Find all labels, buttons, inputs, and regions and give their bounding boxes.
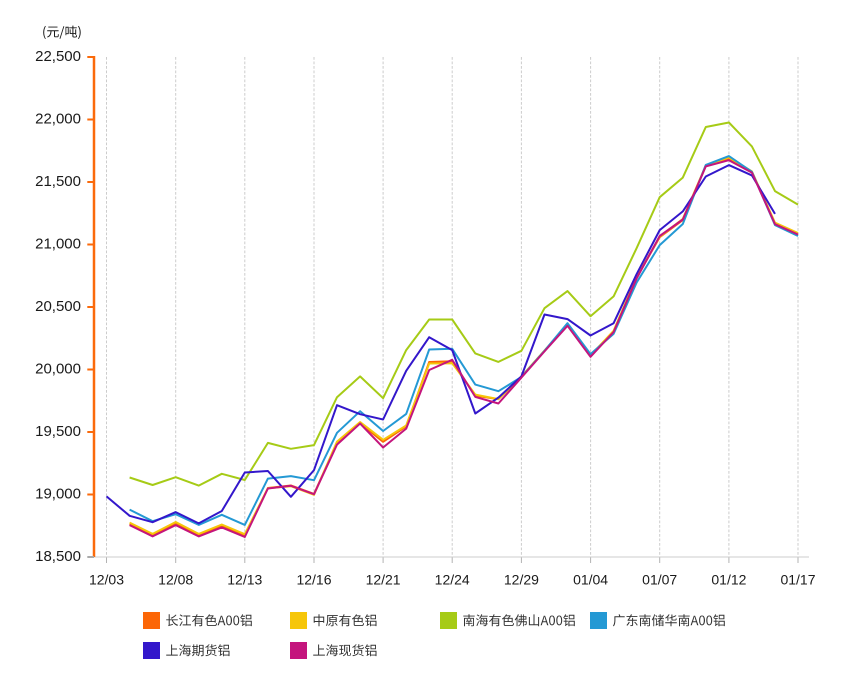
svg-text:12/08: 12/08 (158, 572, 193, 588)
svg-text:12/21: 12/21 (366, 572, 401, 588)
svg-text:21,500: 21,500 (35, 173, 81, 190)
svg-text:01/12: 01/12 (711, 572, 746, 588)
svg-text:22,500: 22,500 (35, 48, 81, 65)
svg-text:12/13: 12/13 (227, 572, 262, 588)
svg-text:21,000: 21,000 (35, 235, 81, 252)
svg-text:19,000: 19,000 (35, 485, 81, 502)
svg-text:01/07: 01/07 (642, 572, 677, 588)
svg-text:12/29: 12/29 (504, 572, 539, 588)
svg-text:22,000: 22,000 (35, 110, 81, 127)
svg-text:12/16: 12/16 (296, 572, 331, 588)
svg-text:19,500: 19,500 (35, 423, 81, 440)
svg-text:12/03: 12/03 (89, 572, 124, 588)
svg-text:18,500: 18,500 (35, 548, 81, 565)
svg-text:01/04: 01/04 (573, 572, 608, 588)
svg-text:12/24: 12/24 (435, 572, 470, 588)
svg-text:20,500: 20,500 (35, 298, 81, 315)
svg-text:01/17: 01/17 (780, 572, 815, 588)
svg-text:20,000: 20,000 (35, 360, 81, 377)
